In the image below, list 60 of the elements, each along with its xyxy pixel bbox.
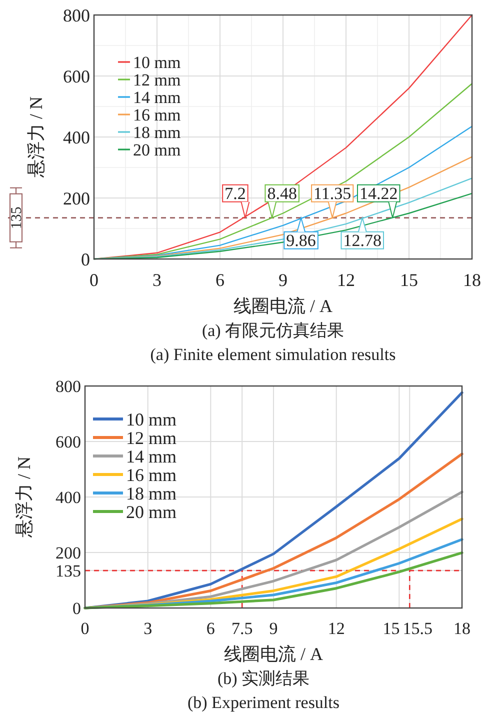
x-tick-label: 12	[337, 270, 355, 290]
callout: 14.22	[357, 184, 400, 218]
callout: 7.2	[222, 184, 250, 218]
line-series	[93, 14, 473, 260]
x-axis-title: 线圈电流 / A	[224, 644, 323, 664]
y-tick-label: 800	[56, 376, 81, 396]
y-tick-label: 0	[72, 598, 81, 618]
x-tick-label: 3	[152, 270, 162, 290]
y-tick-label: 200	[56, 543, 81, 562]
y-tick-label: 0	[81, 249, 90, 270]
text: (a) 有限元仿真结果	[202, 321, 344, 340]
y-tick-label: 135	[56, 561, 81, 580]
y-axis-title: 悬浮力 / N	[14, 456, 34, 538]
legend-label: 20 mm	[133, 140, 181, 160]
line-series	[84, 391, 464, 610]
legend-label: 14 mm	[133, 88, 181, 107]
annotation: 7.2	[224, 184, 246, 203]
x-tick-label: 9	[278, 270, 288, 290]
y-tick-label: 200	[63, 188, 90, 208]
y-tick-label: 400	[63, 127, 90, 148]
x-axis-title: 线圈电流 / A	[234, 296, 332, 316]
legend-label: 18 mm	[133, 122, 181, 142]
x-tick-label: 15	[382, 619, 400, 638]
annotation: 9.86	[286, 230, 316, 250]
text: (b) Experiment results	[187, 693, 340, 712]
x-tick-label: 9	[269, 619, 278, 638]
x-tick-label: 3	[144, 619, 152, 638]
x-tick-label: 6	[206, 619, 215, 638]
y-axis-title: 悬浮力 / N	[26, 96, 46, 178]
x-tick-label: 12	[328, 619, 345, 638]
text: (a) Finite element simulation results	[150, 345, 396, 364]
callout: 9.86	[284, 216, 318, 250]
annotation: 12.78	[343, 230, 382, 250]
callout: 11.35	[311, 184, 354, 218]
callout: 12.78	[340, 216, 384, 250]
y-tick-label: 600	[56, 432, 81, 452]
line-series	[84, 551, 464, 610]
legend-label: 10 mm	[126, 409, 177, 430]
y-tick-label: 800	[63, 5, 90, 26]
ref-label: 135	[9, 187, 25, 248]
text: (b) 实测结果	[217, 669, 310, 688]
legend-label: 18 mm	[126, 483, 177, 504]
legend-label: 10 mm	[133, 52, 181, 72]
legend-label: 16 mm	[126, 464, 177, 485]
ref-line-label: 135	[9, 206, 25, 230]
y-tick-label: 400	[56, 488, 81, 507]
x-tick-label: 7.5	[231, 619, 253, 638]
annotation: 11.35	[314, 184, 352, 203]
annotation: 14.22	[359, 184, 398, 203]
x-tick-label: 6	[216, 270, 224, 290]
x-tick-label: 18	[454, 619, 470, 638]
legend-label: 12 mm	[126, 428, 177, 448]
y-tick-label: 600	[63, 66, 90, 86]
legend-label: 12 mm	[133, 70, 181, 90]
legend-label: 20 mm	[126, 502, 177, 522]
x-tick-label: 15	[400, 270, 418, 290]
legend-label: 14 mm	[126, 446, 177, 466]
x-tick-label: 18	[463, 270, 481, 290]
x-tick-label: 15.5	[402, 619, 432, 638]
legend-label: 16 mm	[133, 105, 181, 124]
